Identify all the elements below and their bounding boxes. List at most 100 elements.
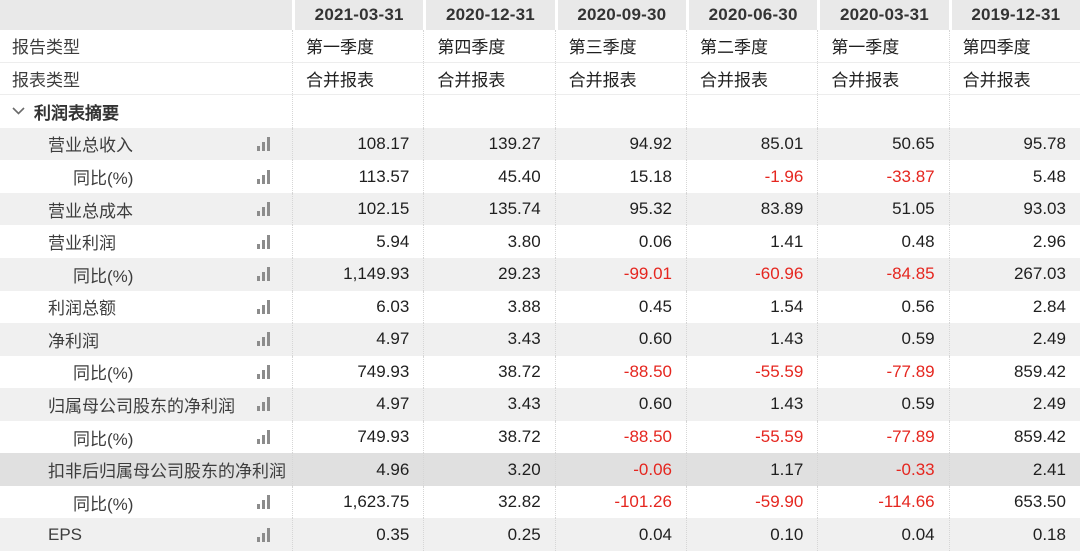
row-label: 同比(%) [73, 364, 134, 384]
value-cell: 95.78 [948, 127, 1080, 161]
info-row: 报告类型 第一季度 第四季度 第三季度 第二季度 第一季度 第四季度 [0, 30, 1080, 63]
row-label: 同比(%) [73, 266, 134, 286]
value-cell: -77.89 [817, 420, 948, 454]
column-header-date: 2020-09-30 [554, 0, 686, 30]
value-cell: 5.48 [948, 160, 1080, 193]
column-header-date: 2020-12-31 [423, 0, 555, 30]
value-cell: 749.93 [292, 420, 423, 454]
value-cell: 32.82 [423, 485, 554, 519]
table-row: 营业利润 5.94 3.80 0.06 1.41 0.48 2.96 [0, 225, 1080, 258]
table-row: 归属母公司股东的净利润 4.97 3.43 0.60 1.43 0.59 2.49 [0, 388, 1080, 421]
value-cell: 15.18 [554, 160, 686, 193]
header-spacer [0, 0, 292, 30]
table-row: 营业总收入 108.17 139.27 94.92 85.01 50.65 95.78 [0, 127, 1080, 161]
row-label-cell: 同比(%) [0, 160, 292, 193]
value-cell: 1.17 [685, 453, 817, 486]
chevron-down-icon[interactable] [12, 107, 25, 116]
bar-chart-icon[interactable] [257, 495, 270, 510]
value-cell: -1.96 [685, 160, 817, 193]
row-label-cell: EPS [0, 518, 292, 551]
value-cell: 0.45 [554, 290, 686, 324]
value-cell: 4.97 [292, 323, 423, 356]
bar-chart-icon[interactable] [257, 234, 270, 249]
bar-chart-icon[interactable] [257, 364, 270, 379]
value-cell: 第四季度 [948, 30, 1080, 62]
value-cell: 0.60 [554, 323, 686, 356]
value-cell: 267.03 [948, 257, 1080, 291]
table-row: 同比(%) 1,623.75 32.82 -101.26 -59.90 -114.66 6… [0, 485, 1080, 519]
value-cell: 0.59 [817, 323, 948, 356]
value-cell: 38.72 [423, 420, 554, 454]
value-cell: 2.49 [948, 323, 1080, 356]
bar-chart-icon[interactable] [257, 267, 270, 282]
value-cell: 135.74 [423, 192, 554, 226]
bar-chart-icon[interactable] [257, 397, 270, 412]
value-cell: 95.32 [554, 192, 686, 226]
value-cell: 3.20 [423, 453, 554, 486]
table-row: 同比(%) 1,149.93 29.23 -99.01 -60.96 -84.85 267… [0, 257, 1080, 291]
section-row: 利润表摘要 [0, 95, 1080, 128]
empty-cell [948, 95, 1080, 128]
value-cell: 2.41 [948, 453, 1080, 486]
value-cell: 0.25 [423, 518, 554, 551]
value-cell: 合并报表 [685, 62, 817, 95]
value-cell: 0.18 [948, 518, 1080, 551]
value-cell: 5.94 [292, 225, 423, 258]
column-header-date: 2020-06-30 [685, 0, 818, 30]
value-cell: 113.57 [292, 160, 423, 193]
value-cell: -60.96 [685, 257, 817, 291]
column-header-date: 2020-03-31 [817, 0, 949, 30]
value-cell: 3.80 [423, 225, 554, 258]
bar-chart-icon[interactable] [257, 136, 270, 151]
table-row: 净利润 4.97 3.43 0.60 1.43 0.59 2.49 [0, 323, 1080, 356]
value-cell: 94.92 [554, 127, 686, 161]
row-label: 同比(%) [73, 494, 134, 514]
empty-cell [685, 95, 817, 128]
value-cell: -0.06 [554, 453, 686, 486]
row-label-cell: 营业总收入 [0, 128, 292, 161]
value-cell: 3.43 [423, 323, 554, 356]
value-cell: 1.54 [685, 290, 817, 324]
row-label: 营业利润 [48, 234, 116, 254]
empty-cell [817, 95, 948, 128]
column-header-date: 2021-03-31 [292, 0, 424, 30]
value-cell: 45.40 [423, 160, 554, 193]
value-cell: 1,623.75 [292, 485, 423, 519]
value-cell: 2.84 [948, 290, 1080, 324]
value-cell: 108.17 [292, 127, 423, 161]
value-cell: -114.66 [817, 485, 948, 519]
value-cell: 0.48 [817, 225, 948, 258]
value-cell: 749.93 [292, 355, 423, 389]
table-row: 利润总额 6.03 3.88 0.45 1.54 0.56 2.84 [0, 290, 1080, 324]
value-cell: 93.03 [948, 192, 1080, 226]
table-row: 同比(%) 749.93 38.72 -88.50 -55.59 -77.89 859.4… [0, 420, 1080, 454]
value-cell: 4.96 [292, 453, 423, 486]
row-label: 营业总收入 [48, 136, 133, 156]
value-cell: 合并报表 [554, 62, 686, 95]
bar-chart-icon[interactable] [257, 169, 270, 184]
value-cell: -88.50 [554, 355, 686, 389]
bar-chart-icon[interactable] [257, 202, 270, 217]
value-cell: -88.50 [554, 420, 686, 454]
value-cell: -55.59 [685, 420, 817, 454]
section-header[interactable]: 利润表摘要 [0, 95, 292, 128]
bar-chart-icon[interactable] [257, 527, 270, 542]
empty-cell [554, 95, 686, 128]
row-label-cell: 同比(%) [0, 356, 292, 389]
value-cell: 0.56 [817, 290, 948, 324]
value-cell: 4.97 [292, 388, 423, 421]
value-cell: 85.01 [685, 127, 817, 161]
value-cell: -99.01 [554, 257, 686, 291]
value-cell: 0.35 [292, 518, 423, 551]
bar-chart-icon[interactable] [257, 430, 270, 445]
value-cell: 第一季度 [817, 30, 948, 62]
value-cell: 0.60 [554, 388, 686, 421]
value-cell: 合并报表 [817, 62, 948, 95]
table-row: 同比(%) 749.93 38.72 -88.50 -55.59 -77.89 859.4… [0, 355, 1080, 389]
bar-chart-icon[interactable] [257, 299, 270, 314]
bar-chart-icon[interactable] [257, 332, 270, 347]
value-cell: 102.15 [292, 192, 423, 226]
row-label: 利润总额 [48, 299, 116, 319]
value-cell: 3.88 [423, 290, 554, 324]
